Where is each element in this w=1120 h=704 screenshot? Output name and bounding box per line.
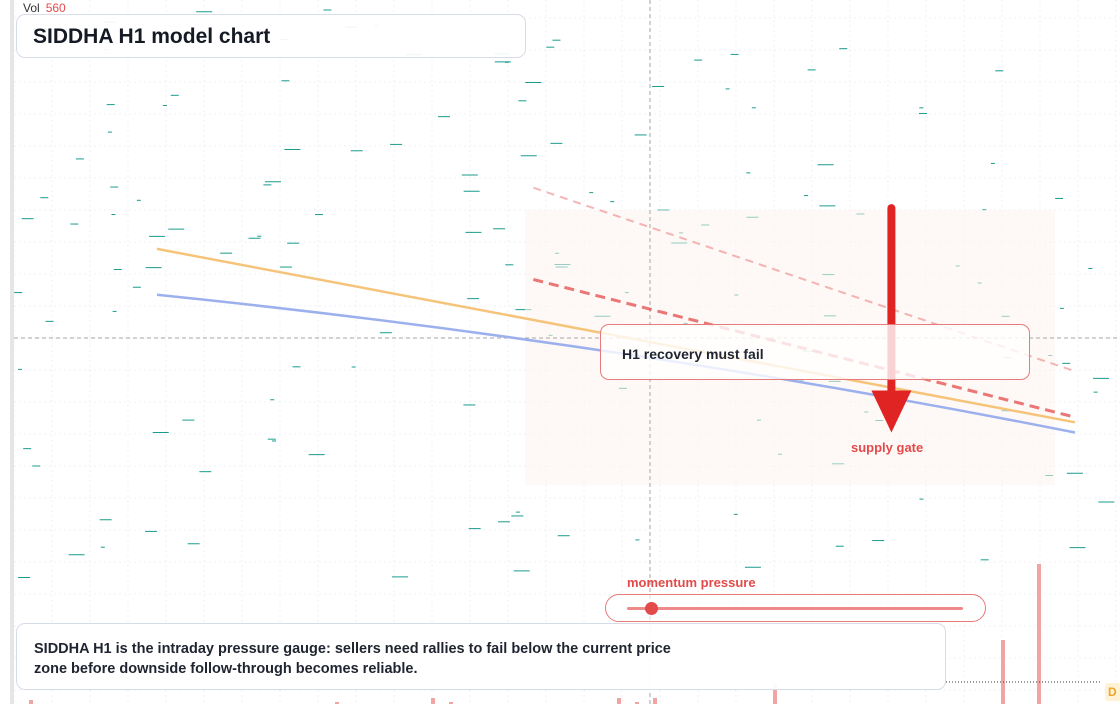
- volume-bar: [653, 698, 657, 704]
- volume-bar: [335, 702, 339, 704]
- volume-label: Vol: [23, 1, 40, 15]
- momentum-gauge[interactable]: [605, 594, 986, 622]
- chart-title: SIDDHA H1 model chart: [33, 25, 271, 48]
- price-edge-tag: D: [1105, 683, 1120, 701]
- volume-bar: [29, 700, 33, 704]
- gauge-label: momentum pressure: [627, 575, 756, 590]
- volume-bar: [773, 684, 777, 704]
- volume-bar: [1001, 640, 1005, 704]
- summary-panel: SIDDHA H1 is the intraday pressure gauge…: [16, 623, 946, 690]
- gauge-knob[interactable]: [644, 602, 658, 615]
- volume-value: 560: [45, 1, 66, 15]
- volume-bar: [617, 698, 621, 704]
- volume-bars: [29, 564, 1041, 704]
- volume-bar: [431, 698, 435, 704]
- bearish-arrow-head: [871, 390, 912, 433]
- volume-bar: [1037, 564, 1041, 704]
- title-panel: SIDDHA H1 model chart: [16, 14, 526, 58]
- recovery-note: H1 recovery must fail: [622, 346, 764, 362]
- volume-bar: [635, 702, 639, 704]
- volume-bar: [449, 702, 453, 704]
- summary-text: SIDDHA H1 is the intraday pressure gauge…: [34, 641, 671, 677]
- recovery-note-panel: H1 recovery must fail: [600, 324, 1030, 380]
- volume-readout: Vol 560: [23, 1, 66, 15]
- supply-gate-label: supply gate: [851, 440, 924, 455]
- gauge-track: [627, 602, 963, 615]
